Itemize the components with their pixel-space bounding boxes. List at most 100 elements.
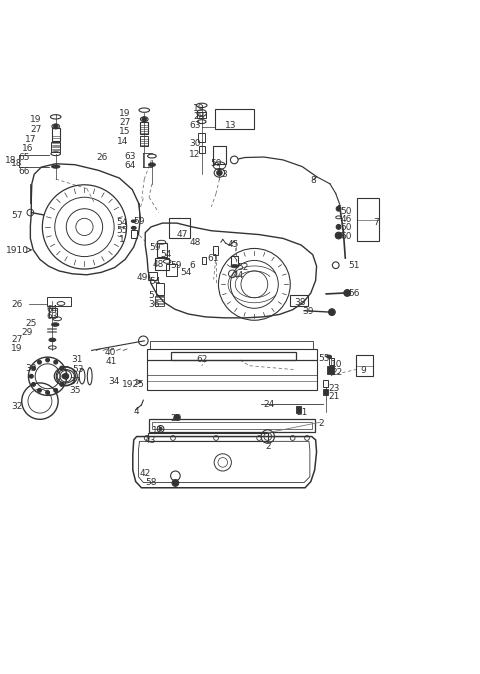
Ellipse shape <box>148 163 156 166</box>
Text: 53: 53 <box>72 365 84 373</box>
Text: 3: 3 <box>221 170 227 179</box>
Text: 65: 65 <box>18 154 29 162</box>
Text: 54: 54 <box>180 268 192 277</box>
Text: 63: 63 <box>124 152 136 161</box>
Bar <box>198 133 205 142</box>
Circle shape <box>46 391 49 394</box>
Circle shape <box>328 309 335 315</box>
Text: 19: 19 <box>30 115 41 124</box>
Text: 27: 27 <box>120 118 131 127</box>
Text: 40: 40 <box>105 348 117 357</box>
Text: 13: 13 <box>225 121 236 131</box>
Bar <box>141 136 148 146</box>
Ellipse shape <box>49 338 56 342</box>
Ellipse shape <box>52 323 59 326</box>
Bar <box>155 257 169 270</box>
Circle shape <box>37 360 41 364</box>
Text: 50: 50 <box>340 223 352 232</box>
Bar <box>231 255 238 265</box>
Text: 62: 62 <box>196 355 207 365</box>
Ellipse shape <box>326 355 331 358</box>
Text: 63: 63 <box>189 121 201 131</box>
Bar <box>148 272 157 280</box>
Text: 64: 64 <box>124 161 135 170</box>
Text: 42: 42 <box>140 469 151 478</box>
Text: 4: 4 <box>134 406 139 416</box>
Text: 32: 32 <box>11 402 23 411</box>
Text: 39: 39 <box>302 307 314 316</box>
Circle shape <box>29 374 33 378</box>
Bar <box>357 198 379 241</box>
Bar <box>213 246 218 255</box>
Bar <box>148 433 268 441</box>
Text: 59: 59 <box>210 159 222 168</box>
Circle shape <box>46 358 49 362</box>
Text: 31: 31 <box>72 355 83 363</box>
Text: 8: 8 <box>311 177 317 185</box>
Text: 55: 55 <box>117 226 128 235</box>
Ellipse shape <box>51 165 60 168</box>
Text: 59: 59 <box>170 261 181 270</box>
Bar <box>52 128 60 141</box>
Bar <box>215 109 254 129</box>
Text: 18: 18 <box>4 156 16 165</box>
Text: 22: 22 <box>331 368 342 377</box>
Bar <box>48 308 57 317</box>
Text: 59: 59 <box>149 243 161 251</box>
Text: 25: 25 <box>25 319 37 328</box>
Text: 47: 47 <box>177 230 188 239</box>
Text: 55: 55 <box>319 354 330 363</box>
Bar <box>170 353 296 360</box>
Text: 26: 26 <box>11 301 23 309</box>
Circle shape <box>172 480 179 487</box>
Text: 23: 23 <box>328 384 339 393</box>
Text: 17: 17 <box>25 135 36 144</box>
Text: 28: 28 <box>193 113 204 121</box>
Text: 29: 29 <box>22 328 33 337</box>
Text: 56: 56 <box>348 289 360 299</box>
Text: 58: 58 <box>145 478 157 487</box>
Text: 14: 14 <box>117 137 128 146</box>
Text: 51: 51 <box>348 261 360 270</box>
Text: 45: 45 <box>228 240 239 249</box>
Bar <box>152 422 312 429</box>
Text: 16: 16 <box>22 144 33 154</box>
Text: 48: 48 <box>189 238 201 247</box>
Text: 41: 41 <box>106 357 118 367</box>
Circle shape <box>174 415 180 421</box>
Circle shape <box>32 366 36 370</box>
Text: 54: 54 <box>117 218 128 227</box>
Bar <box>147 349 317 360</box>
Text: 50: 50 <box>340 207 352 216</box>
Text: 49: 49 <box>137 273 148 282</box>
Text: 27: 27 <box>11 336 23 344</box>
Circle shape <box>230 156 238 164</box>
Bar <box>290 295 308 306</box>
Text: 1925: 1925 <box>122 380 145 390</box>
Circle shape <box>54 388 58 392</box>
Ellipse shape <box>132 220 136 222</box>
Circle shape <box>336 224 341 229</box>
Circle shape <box>60 366 64 370</box>
Text: 12: 12 <box>189 150 201 158</box>
Text: 1: 1 <box>120 235 125 245</box>
Text: 21: 21 <box>296 408 307 417</box>
Bar <box>297 406 301 412</box>
Text: 27: 27 <box>30 125 41 133</box>
Bar <box>131 230 137 239</box>
Bar <box>323 380 328 387</box>
Text: 6: 6 <box>189 261 195 270</box>
Ellipse shape <box>132 226 136 229</box>
Text: 44: 44 <box>233 271 244 280</box>
Text: 36: 36 <box>148 301 160 309</box>
Text: 59: 59 <box>133 216 144 226</box>
Text: 48: 48 <box>153 259 164 269</box>
Text: 38: 38 <box>295 297 306 307</box>
Circle shape <box>336 206 341 211</box>
Text: 18: 18 <box>11 159 23 168</box>
Text: 52: 52 <box>238 263 249 272</box>
Text: 10: 10 <box>331 360 342 369</box>
Bar <box>149 419 315 432</box>
Text: 66: 66 <box>18 167 29 177</box>
Bar <box>141 121 148 134</box>
